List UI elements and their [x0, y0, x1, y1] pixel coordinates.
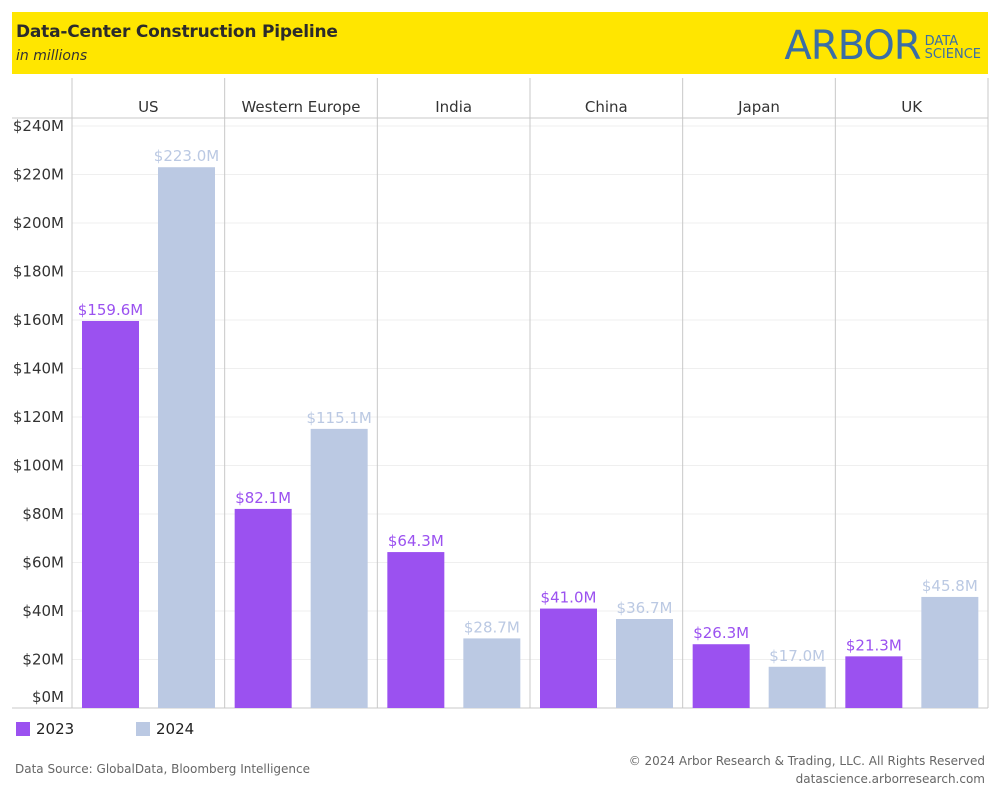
y-tick-label: $40M — [22, 602, 64, 620]
category-header: Japan — [737, 98, 780, 116]
y-tick-label: $160M — [13, 311, 64, 329]
logo-sub-line2: SCIENCE — [924, 47, 981, 62]
y-tick-label: $60M — [22, 554, 64, 572]
category-header: US — [138, 98, 159, 116]
data-label-2024: $36.7M — [617, 599, 673, 617]
chart-title: Data-Center Construction Pipeline — [16, 22, 338, 42]
y-tick-label: $100M — [13, 457, 64, 475]
bar-2023 — [234, 508, 292, 708]
y-tick-label: $180M — [13, 263, 64, 281]
data-label-2024: $17.0M — [769, 647, 825, 665]
bar-2024 — [463, 638, 521, 708]
legend-item-2023[interactable]: 2023 — [16, 720, 136, 738]
bar-2024 — [768, 666, 826, 708]
legend-item-2024[interactable]: 2024 — [136, 720, 256, 738]
legend-label-2023: 2023 — [36, 720, 75, 738]
logo-sub-line1: DATA — [924, 34, 959, 49]
legend-label-2024: 2024 — [156, 720, 195, 738]
bar-2023 — [540, 608, 597, 708]
data-label-2023: $26.3M — [693, 624, 749, 642]
chart-subtitle: in millions — [16, 48, 88, 64]
title-banner: Data-Center Construction Pipeline in mil… — [12, 12, 988, 74]
data-label-2024: $45.8M — [922, 577, 978, 595]
category-header: UK — [901, 98, 923, 116]
data-label-2023: $21.3M — [846, 636, 902, 654]
category-header: Western Europe — [241, 98, 360, 116]
legend-swatch-2024 — [136, 722, 150, 736]
bar-2024 — [616, 619, 673, 708]
y-tick-label: $240M — [13, 117, 64, 135]
copyright-block: © 2024 Arbor Research & Trading, LLC. Al… — [629, 752, 985, 788]
data-label-2024: $28.7M — [464, 618, 520, 636]
y-tick-label: $140M — [13, 360, 64, 378]
bar-2024 — [158, 167, 215, 709]
legend: 2023 2024 — [16, 720, 256, 738]
data-label-2023: $159.6M — [78, 301, 143, 319]
legend-swatch-2023 — [16, 722, 30, 736]
bar-2023 — [845, 656, 903, 708]
data-label-2023: $64.3M — [388, 532, 444, 550]
category-header: China — [585, 98, 628, 116]
logo-sub-text: DATA SCIENCE — [925, 35, 981, 61]
bar-2024 — [310, 428, 368, 708]
bar-2023 — [82, 320, 139, 708]
bar-2024 — [921, 596, 979, 708]
bar-2023 — [692, 644, 750, 708]
arbor-logo: ARBOR DATA SCIENCE — [784, 20, 981, 66]
y-tick-label: $220M — [13, 166, 64, 184]
data-label-2024: $223.0M — [154, 147, 219, 165]
y-tick-label: $80M — [22, 505, 64, 523]
data-label-2024: $115.1M — [306, 409, 371, 427]
bar-2023 — [387, 552, 445, 708]
data-source: Data Source: GlobalData, Bloomberg Intel… — [15, 762, 311, 776]
y-tick-label: $120M — [13, 408, 64, 426]
y-tick-label: $20M — [22, 651, 64, 669]
data-label-2023: $82.1M — [235, 489, 291, 507]
y-tick-label: $0M — [32, 688, 64, 706]
y-tick-label: $200M — [13, 214, 64, 232]
category-header: India — [435, 98, 472, 116]
logo-main-text: ARBOR — [784, 23, 921, 69]
website-link[interactable]: datascience.arborresearch.com — [795, 772, 985, 786]
data-label-2023: $41.0M — [541, 589, 597, 607]
copyright-text: © 2024 Arbor Research & Trading, LLC. Al… — [628, 754, 985, 768]
